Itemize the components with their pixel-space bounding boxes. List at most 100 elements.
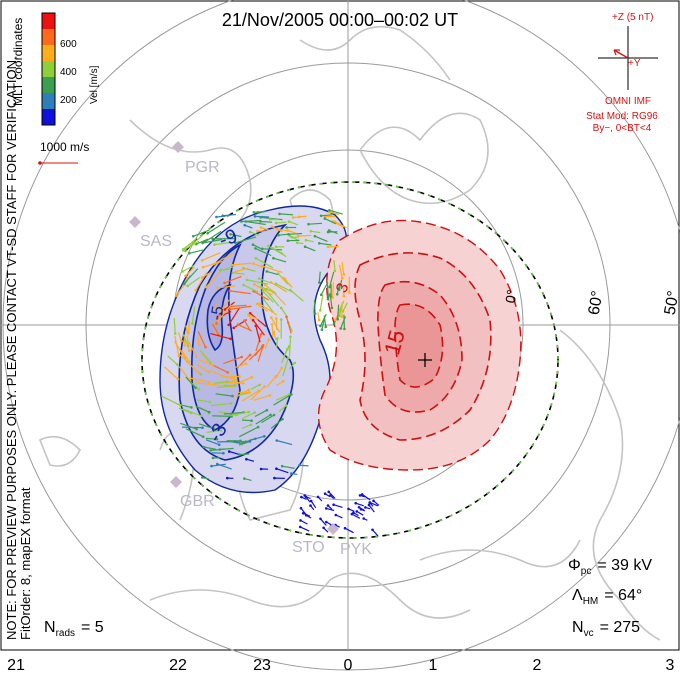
velocity-vector-origin: [259, 226, 263, 229]
velocity-vector: [285, 316, 292, 334]
coast-iceland: [38, 435, 81, 467]
colorbar-swatch: [42, 61, 55, 78]
velocity-vector-origin: [251, 318, 255, 322]
stat-lambda-hm: ΛHM = 64°: [572, 587, 642, 607]
velocity-vector-origin: [326, 245, 330, 249]
velocity-vector-origin: [327, 490, 331, 494]
velocity-vector: [263, 299, 274, 313]
velocity-vector-origin: [334, 513, 338, 517]
velocity-vector: [231, 262, 252, 266]
velocity-vector-origin: [248, 391, 251, 394]
imf-vector-head: [613, 49, 620, 56]
velocity-vector-origin: [247, 313, 250, 317]
velocity-vector-origin: [243, 477, 246, 480]
velocity-vector-origin: [274, 221, 278, 225]
stat-phi-pc-value: = 39 kV: [597, 557, 652, 574]
velocity-vector-origin: [196, 370, 200, 374]
velocity-vector: [246, 279, 269, 285]
velocity-vector-origin: [319, 517, 322, 521]
velocity-vector: [342, 302, 348, 312]
velocity-vector: [326, 507, 335, 512]
velocity-vector-origin: [215, 437, 219, 441]
velocity-vector: [282, 465, 295, 469]
velocity-vector: [250, 231, 260, 236]
velocity-vector-origin: [352, 511, 355, 514]
velocity-vector-origin: [319, 293, 323, 297]
velocity-vector-origin: [298, 525, 302, 529]
velocity-vector: [208, 369, 224, 377]
velocity-vector-origin: [230, 263, 234, 267]
velocity-vector: [320, 518, 327, 526]
velocity-vector-origin: [299, 519, 302, 522]
velocity-vector-origin: [282, 380, 285, 383]
velocity-vector-origin: [268, 218, 272, 221]
velocity-vector: [220, 266, 234, 272]
velocity-vector-origin: [195, 427, 198, 431]
imf-clock: +Z (5 nT) +Y OMNI IMF Stat Mod: RG96 By−…: [586, 12, 658, 134]
velocity-vector: [297, 234, 312, 237]
velocity-vector: [241, 390, 260, 402]
station-pgr-label: PGR: [185, 159, 220, 176]
velocity-vector-origin: [269, 413, 272, 417]
velocity-vector-origin: [280, 318, 283, 321]
velocity-vector: [187, 320, 190, 333]
velocity-vector-origin: [328, 209, 331, 212]
velocity-vector-origin: [194, 386, 197, 390]
velocity-vector-origin: [180, 339, 183, 343]
velocity-vector: [242, 411, 256, 420]
velocity-vector-origin: [203, 240, 206, 244]
velocity-vector-origin: [181, 249, 185, 252]
velocity-vector-origin: [253, 215, 257, 218]
velocity-vector: [212, 415, 232, 417]
velocity-vector: [216, 384, 235, 389]
velocity-vector-origin: [348, 291, 351, 294]
velocity-vector: [217, 304, 232, 322]
vector-scale: 1000 m/s: [38, 140, 89, 165]
velocity-vector: [245, 220, 266, 226]
velocity-vector-origin: [304, 238, 308, 242]
velocity-vector-origin: [259, 220, 262, 223]
mlt-tick-2: 2: [533, 657, 542, 674]
velocity-vector-origin: [250, 419, 253, 423]
velocity-vector-origin: [211, 309, 214, 312]
velocity-vector: [293, 215, 307, 219]
velocity-vector-origin: [258, 302, 261, 305]
velocity-vector: [224, 275, 242, 284]
velocity-vector-origin: [343, 526, 347, 530]
velocity-vector: [280, 307, 287, 316]
velocity-vector-origin: [251, 243, 255, 246]
velocity-vector-origin: [342, 273, 346, 276]
velocity-vector-origin: [272, 256, 275, 260]
velocity-vector: [185, 325, 189, 334]
station-pgr-marker: [172, 141, 184, 153]
velocity-vector-origin: [274, 317, 278, 320]
velocity-vector-origin: [194, 289, 197, 292]
velocity-vector-origin: [358, 494, 362, 497]
velocity-vector-origin: [257, 277, 261, 280]
velocity-vector-origin: [229, 337, 232, 341]
velocity-vector-origin: [261, 290, 265, 293]
velocity-vector-origin: [233, 383, 236, 387]
velocity-vector-origin: [263, 435, 266, 438]
velocity-vector: [205, 439, 220, 446]
velocity-vector-origin: [200, 476, 204, 479]
velocity-vector: [273, 331, 277, 341]
velocity-vector-origin: [333, 269, 337, 273]
velocity-vector-origin: [195, 355, 198, 359]
velocity-vector-origin: [248, 353, 252, 357]
velocity-vector-origin: [342, 294, 346, 298]
velocity-vector-origin: [319, 324, 322, 328]
velocity-vector-origin: [279, 306, 283, 310]
coords-label: MLT coordinates: [11, 18, 25, 106]
mlt-tick-3: 3: [666, 657, 675, 674]
mlt-axis: 21 22 23 0 1 2 3: [7, 657, 674, 674]
colorbar-tick-400: 400: [60, 67, 77, 78]
velocity-vector-origin: [343, 327, 346, 331]
velocity-vector: [249, 312, 267, 327]
velocity-vector-origin: [201, 426, 204, 430]
velocity-vector: [223, 356, 242, 365]
velocity-vector: [189, 377, 210, 383]
velocity-vector-origin: [269, 281, 273, 284]
velocity-vector: [368, 504, 375, 513]
